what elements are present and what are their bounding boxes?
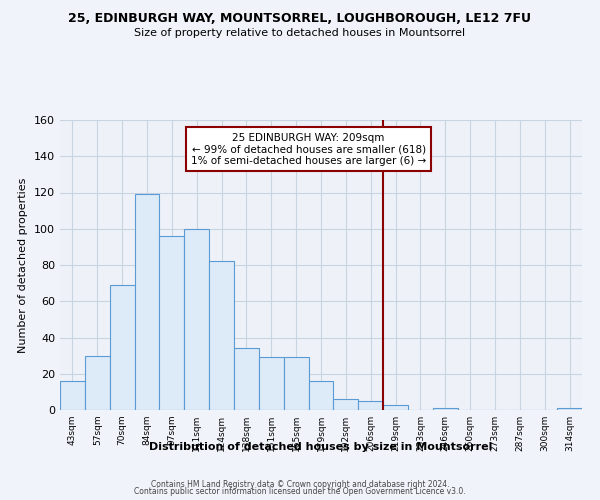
- Text: Distribution of detached houses by size in Mountsorrel: Distribution of detached houses by size …: [149, 442, 493, 452]
- Bar: [160, 236, 184, 410]
- Text: 25 EDINBURGH WAY: 209sqm
← 99% of detached houses are smaller (618)
1% of semi-d: 25 EDINBURGH WAY: 209sqm ← 99% of detach…: [191, 132, 426, 166]
- Bar: [209, 262, 234, 410]
- Bar: [284, 358, 308, 410]
- Bar: [234, 348, 259, 410]
- Text: Contains HM Land Registry data © Crown copyright and database right 2024.: Contains HM Land Registry data © Crown c…: [151, 480, 449, 489]
- Bar: [358, 401, 383, 410]
- Bar: [433, 408, 458, 410]
- Bar: [383, 404, 408, 410]
- Bar: [259, 358, 284, 410]
- Text: 25, EDINBURGH WAY, MOUNTSORREL, LOUGHBOROUGH, LE12 7FU: 25, EDINBURGH WAY, MOUNTSORREL, LOUGHBOR…: [68, 12, 532, 26]
- Bar: [60, 381, 85, 410]
- Bar: [184, 229, 209, 410]
- Bar: [557, 408, 582, 410]
- Text: Contains public sector information licensed under the Open Government Licence v3: Contains public sector information licen…: [134, 488, 466, 496]
- Bar: [110, 285, 134, 410]
- Bar: [308, 381, 334, 410]
- Bar: [134, 194, 160, 410]
- Y-axis label: Number of detached properties: Number of detached properties: [19, 178, 28, 352]
- Text: Size of property relative to detached houses in Mountsorrel: Size of property relative to detached ho…: [134, 28, 466, 38]
- Bar: [334, 399, 358, 410]
- Bar: [85, 356, 110, 410]
